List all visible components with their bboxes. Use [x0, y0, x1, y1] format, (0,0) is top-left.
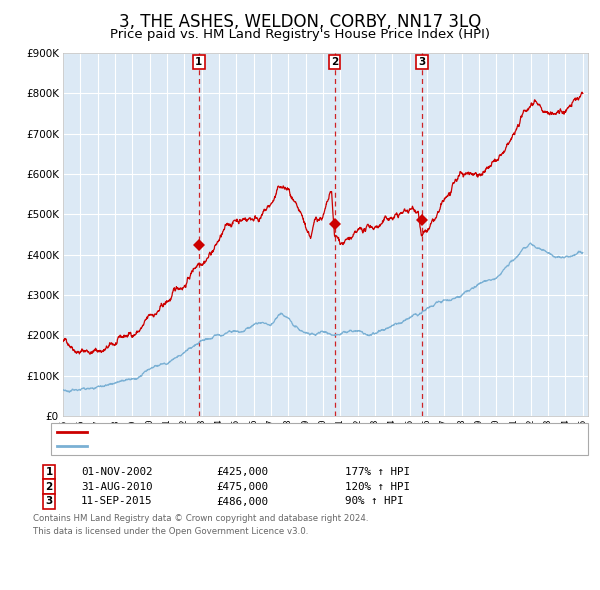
Text: 3, THE ASHES, WELDON, CORBY, NN17 3LQ (detached house): 3, THE ASHES, WELDON, CORBY, NN17 3LQ (d… [91, 427, 412, 437]
Text: 01-NOV-2002: 01-NOV-2002 [81, 467, 152, 477]
Text: 90% ↑ HPI: 90% ↑ HPI [345, 497, 404, 506]
Text: 31-AUG-2010: 31-AUG-2010 [81, 482, 152, 491]
Text: Price paid vs. HM Land Registry's House Price Index (HPI): Price paid vs. HM Land Registry's House … [110, 28, 490, 41]
Text: 1: 1 [195, 57, 202, 67]
Text: 2: 2 [46, 482, 53, 491]
Text: 3: 3 [46, 497, 53, 506]
Text: £475,000: £475,000 [216, 482, 268, 491]
Text: HPI: Average price, detached house, North Northamptonshire: HPI: Average price, detached house, Nort… [91, 441, 412, 451]
Text: 1: 1 [46, 467, 53, 477]
Text: 120% ↑ HPI: 120% ↑ HPI [345, 482, 410, 491]
Text: £486,000: £486,000 [216, 497, 268, 506]
Text: 3, THE ASHES, WELDON, CORBY, NN17 3LQ: 3, THE ASHES, WELDON, CORBY, NN17 3LQ [119, 13, 481, 31]
Text: 3: 3 [418, 57, 425, 67]
Text: £425,000: £425,000 [216, 467, 268, 477]
Text: Contains HM Land Registry data © Crown copyright and database right 2024.
This d: Contains HM Land Registry data © Crown c… [33, 514, 368, 536]
Text: 11-SEP-2015: 11-SEP-2015 [81, 497, 152, 506]
Text: 2: 2 [331, 57, 338, 67]
Text: 177% ↑ HPI: 177% ↑ HPI [345, 467, 410, 477]
